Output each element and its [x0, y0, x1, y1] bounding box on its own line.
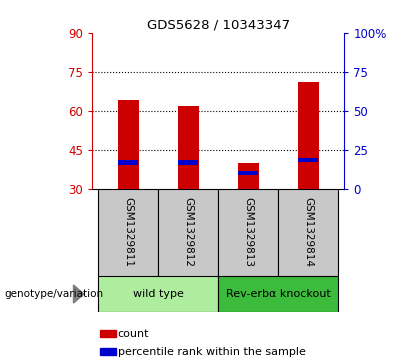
Bar [118, 100, 139, 189]
Text: wild type: wild type [133, 289, 184, 299]
Bar [238, 163, 259, 189]
Text: GSM1329814: GSM1329814 [303, 197, 313, 267]
Bar [98, 276, 218, 312]
Bar [100, 330, 116, 338]
Text: count: count [118, 329, 149, 339]
Bar [218, 189, 278, 276]
Title: GDS5628 / 10343347: GDS5628 / 10343347 [147, 19, 290, 32]
Text: Rev-erbα knockout: Rev-erbα knockout [226, 289, 331, 299]
Bar [178, 106, 199, 189]
Text: GSM1329811: GSM1329811 [123, 197, 134, 267]
Text: GSM1329813: GSM1329813 [244, 197, 253, 267]
Bar [299, 158, 318, 163]
Bar [218, 276, 339, 312]
Bar [158, 189, 218, 276]
Bar [239, 171, 258, 175]
Text: percentile rank within the sample: percentile rank within the sample [118, 347, 305, 357]
Bar [118, 160, 138, 165]
Bar [100, 348, 116, 355]
Text: GSM1329812: GSM1329812 [184, 197, 193, 267]
Bar [298, 82, 319, 189]
Bar [98, 189, 158, 276]
Bar [178, 160, 198, 165]
Text: genotype/variation: genotype/variation [4, 289, 103, 299]
Bar [278, 189, 339, 276]
